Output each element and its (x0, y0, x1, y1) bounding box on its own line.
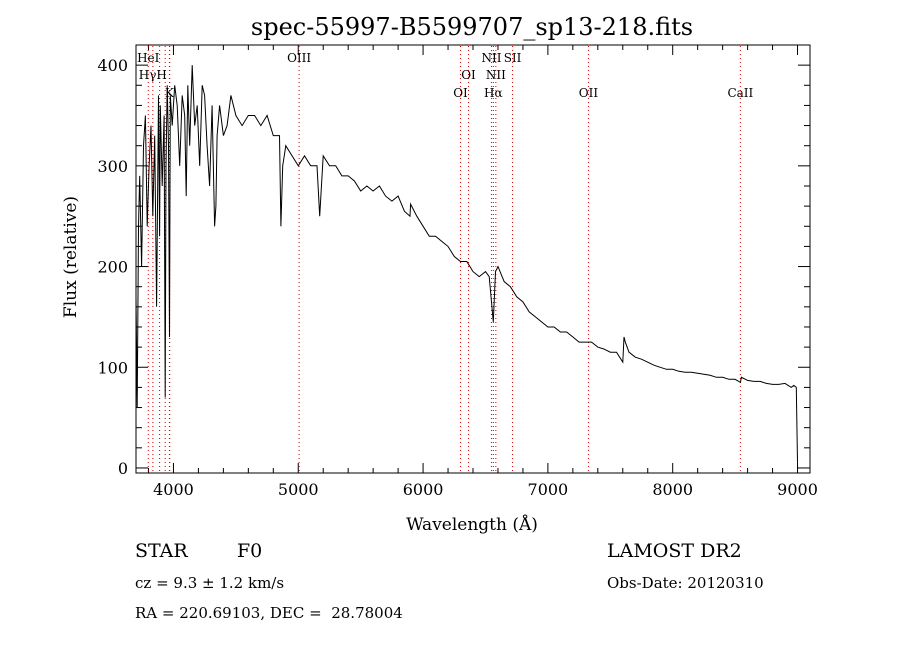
x-tick-label: 7000 (528, 480, 569, 499)
line-label: OI (461, 68, 476, 82)
coordinates-label: RA = 220.69103, DEC = 28.78004 (135, 604, 403, 622)
plot-area: 4000 5000 6000 7000 8000 9000 0 100 200 300 400 HeI… (97, 44, 818, 499)
line-label: HeI (137, 51, 160, 65)
x-tick-label: 9000 (777, 480, 818, 499)
x-tick-label: 6000 (403, 480, 444, 499)
y-tick-label: 300 (97, 157, 128, 176)
chart-title: spec-55997-B5599707_sp13-218.fits (251, 13, 693, 41)
y-tick-label: 400 (97, 56, 128, 75)
x-tick-label: 4000 (153, 480, 194, 499)
y-tick-label: 0 (118, 459, 128, 478)
y-axis-label: Flux (relative) (61, 196, 81, 318)
plot-frame (135, 44, 811, 474)
obs-date-label: Obs-Date: 20120310 (607, 574, 764, 592)
line-label: NII (486, 68, 506, 82)
survey-label: LAMOST DR2 (607, 540, 742, 562)
y-tick-label: 100 (97, 358, 128, 377)
x-tick-label: 8000 (652, 480, 693, 499)
line-label: HγH (139, 68, 167, 82)
y-tick-label: 200 (97, 258, 128, 277)
line-label: NII (481, 51, 501, 65)
line-label: OII (579, 86, 599, 100)
object-type-label: STAR (135, 540, 188, 562)
spectrum-chart: spec-55997-B5599707_sp13-218.fits 4000 50… (61, 13, 818, 535)
line-label: Hα (484, 86, 503, 100)
redshift-label: cz = 9.3 ± 1.2 km/s (135, 574, 285, 592)
line-label: CaII (727, 86, 753, 100)
line-label: SII (504, 51, 522, 65)
spectrum-line (135, 65, 798, 463)
line-label: K (165, 86, 175, 100)
x-tick-label: 5000 (278, 480, 319, 499)
line-label: OI (453, 86, 468, 100)
line-label: OIII (287, 51, 311, 65)
x-axis-label: Wavelength (Å) (406, 514, 538, 535)
subclass-label: F0 (237, 540, 263, 562)
